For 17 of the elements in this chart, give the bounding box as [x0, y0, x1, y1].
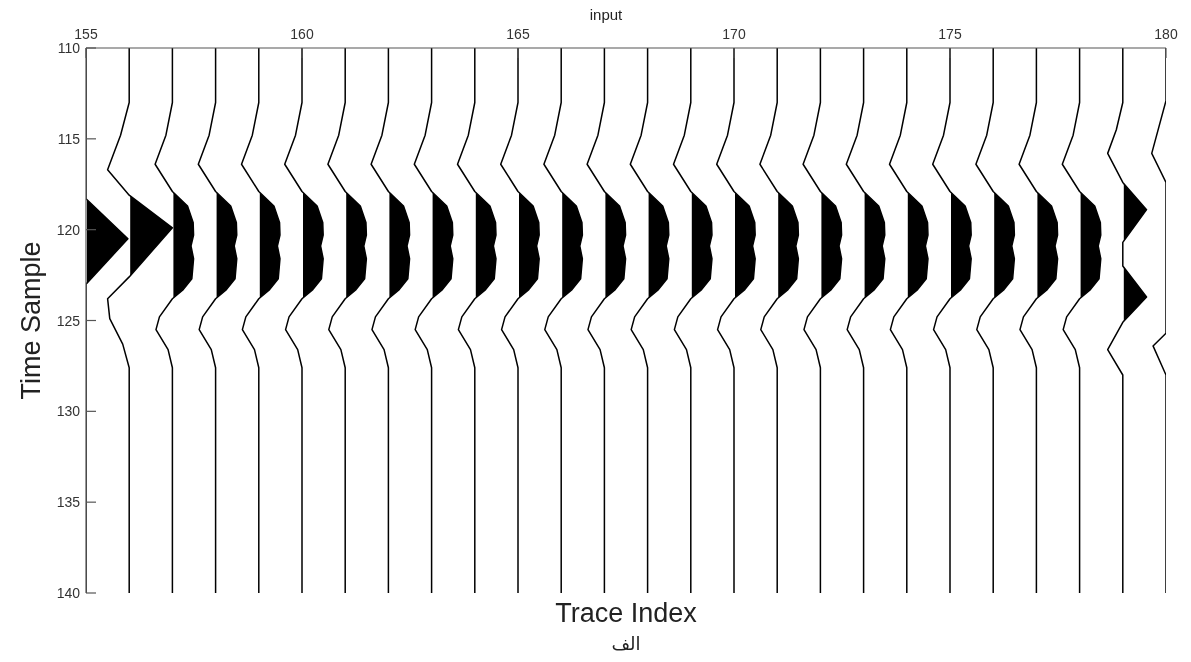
y-tick-label: 120: [56, 221, 81, 238]
x-tick-label: 160: [290, 26, 314, 42]
y-axis-title: Time Sample: [16, 241, 46, 400]
x-tick-label: 165: [506, 26, 530, 42]
y-tick-label: 130: [56, 403, 81, 420]
y-tick-label: 115: [57, 130, 81, 147]
y-tick-label: 135: [56, 494, 81, 511]
text: الف: [611, 633, 641, 654]
y-tick-label: 110: [57, 40, 81, 56]
y-tick-label: 125: [56, 312, 81, 329]
x-tick-label: 180: [1154, 26, 1178, 42]
x-axis-title: Trace Index: [555, 598, 698, 628]
chart-title: input: [589, 6, 624, 23]
y-tick-label: 140: [56, 585, 81, 601]
x-tick-label: 170: [722, 26, 746, 42]
x-tick-label: 175: [938, 26, 962, 42]
x-tick-label: 155: [74, 26, 98, 42]
